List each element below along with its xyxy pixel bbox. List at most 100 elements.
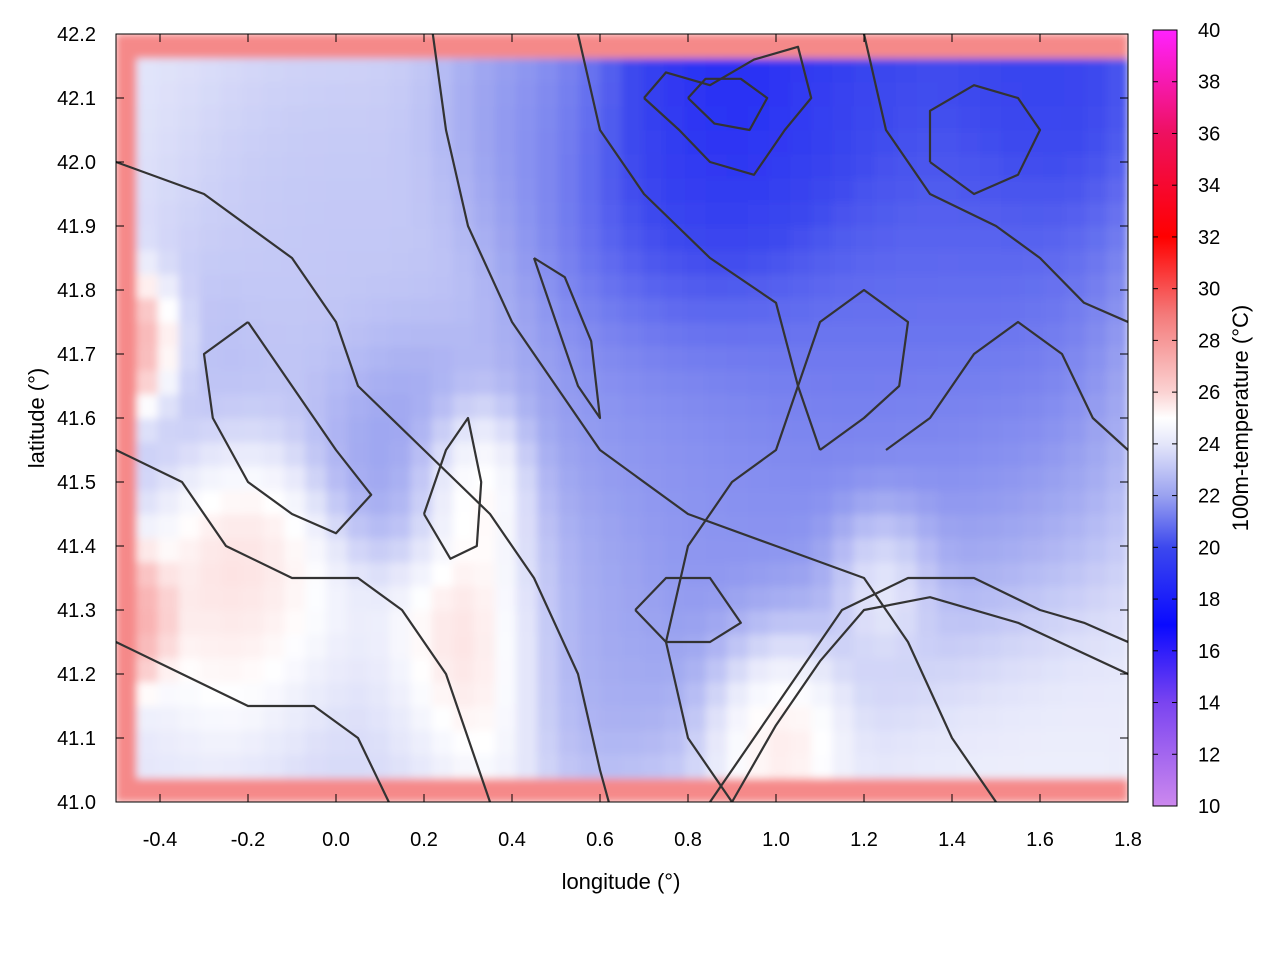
field-cell — [431, 777, 454, 802]
field-cell — [495, 489, 518, 515]
field-cell — [558, 297, 581, 323]
field-cell — [452, 201, 475, 227]
field-cell — [642, 345, 665, 371]
field-cell — [263, 57, 286, 83]
field-cell — [431, 609, 454, 635]
field-cell — [452, 81, 475, 107]
field-cell — [769, 153, 792, 179]
field-cell — [621, 201, 644, 227]
field-cell — [579, 177, 602, 203]
field-cell — [769, 249, 792, 275]
field-cell — [389, 441, 412, 467]
field-cell — [684, 633, 707, 659]
field-cell — [473, 609, 496, 635]
field-cell — [684, 561, 707, 587]
field-cell — [642, 393, 665, 419]
field-cell — [516, 465, 539, 491]
field-cell — [305, 417, 328, 443]
field-cell — [242, 273, 265, 299]
field-cell — [473, 321, 496, 347]
field-cell — [410, 681, 433, 707]
field-cell — [516, 729, 539, 755]
field-cell — [116, 273, 138, 299]
x-axis-label: longitude (°) — [562, 869, 681, 894]
field-cell — [558, 201, 581, 227]
colorbar-label: 100m-temperature (°C) — [1228, 305, 1253, 531]
field-cell — [1064, 393, 1087, 419]
field-cell — [347, 177, 370, 203]
field-cell — [389, 609, 412, 635]
field-cell — [431, 321, 454, 347]
field-cell — [1022, 465, 1045, 491]
field-cell — [600, 153, 623, 179]
field-cell — [263, 297, 286, 323]
field-cell — [116, 345, 138, 371]
field-cell — [705, 585, 728, 611]
field-cell — [811, 417, 834, 443]
field-cell — [874, 753, 897, 779]
field-cell — [516, 345, 539, 371]
field-cell — [431, 417, 454, 443]
field-cell — [537, 489, 560, 515]
field-cell — [178, 753, 201, 779]
field-cell — [748, 441, 771, 467]
field-cell — [326, 585, 349, 611]
field-cell — [199, 681, 222, 707]
field-cell — [979, 321, 1002, 347]
field-cell — [853, 441, 876, 467]
field-cell — [368, 657, 391, 683]
x-tick-label: 0.0 — [322, 829, 350, 851]
field-cell — [284, 57, 307, 83]
field-cell — [705, 681, 728, 707]
colorbar-tick-label: 38 — [1198, 72, 1220, 94]
field-cell — [347, 705, 370, 731]
field-cell — [326, 34, 349, 59]
field-cell — [1022, 705, 1045, 731]
field-cell — [621, 153, 644, 179]
field-cell — [1106, 561, 1128, 587]
field-cell — [853, 249, 876, 275]
field-cell — [726, 393, 749, 419]
field-cell — [473, 657, 496, 683]
field-cell — [136, 225, 159, 251]
field-cell — [895, 681, 918, 707]
field-cell — [663, 345, 686, 371]
field-cell — [769, 489, 792, 515]
field-cell — [705, 729, 728, 755]
field-cell — [705, 81, 728, 107]
field-cell — [537, 105, 560, 131]
field-cell — [790, 273, 813, 299]
field-cell — [684, 393, 707, 419]
field-cell — [347, 153, 370, 179]
field-cell — [832, 465, 855, 491]
field-cell — [116, 729, 138, 755]
field-cell — [937, 417, 960, 443]
field-cell — [1106, 705, 1128, 731]
field-cell — [368, 249, 391, 275]
field-cell — [1106, 273, 1128, 299]
field-cell — [1064, 297, 1087, 323]
field-cell — [663, 777, 686, 802]
field-cell — [136, 249, 159, 275]
field-cell — [684, 273, 707, 299]
field-cell — [242, 57, 265, 83]
field-cell — [136, 561, 159, 587]
field-cell — [1106, 609, 1128, 635]
field-cell — [537, 345, 560, 371]
field-cell — [979, 57, 1002, 83]
field-cell — [663, 57, 686, 83]
field-cell — [748, 681, 771, 707]
field-cell — [284, 681, 307, 707]
field-cell — [979, 489, 1002, 515]
field-cell — [621, 321, 644, 347]
field-cell — [811, 393, 834, 419]
contour-line — [687, 77, 769, 132]
field-cell — [600, 609, 623, 635]
field-cell — [431, 225, 454, 251]
field-cell — [916, 441, 939, 467]
field-cell — [558, 153, 581, 179]
field-cell — [853, 321, 876, 347]
field-cell — [663, 81, 686, 107]
field-cell — [347, 609, 370, 635]
field-cell — [874, 273, 897, 299]
